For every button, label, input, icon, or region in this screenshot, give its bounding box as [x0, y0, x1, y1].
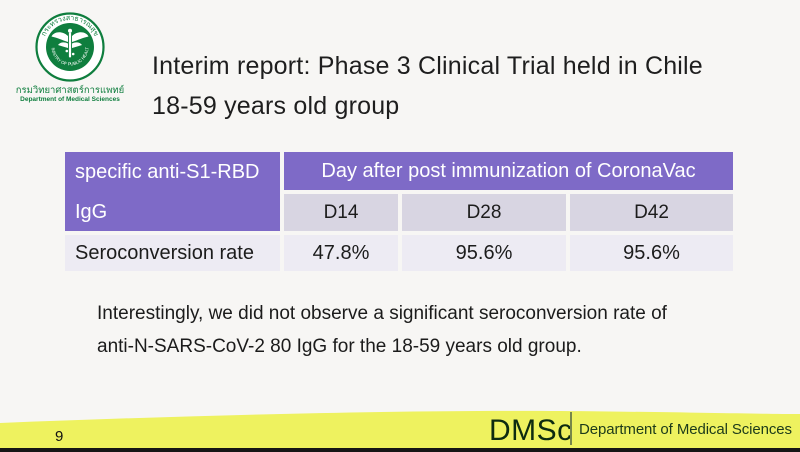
- logo-org-name-english: Department of Medical Sciences: [20, 96, 120, 103]
- footer-wave-band: [0, 410, 800, 452]
- table-value-d42: 95.6%: [570, 235, 733, 271]
- table-col-header-d28: D28: [402, 194, 566, 231]
- table-value-d14: 47.8%: [284, 235, 398, 271]
- table-row-label: Seroconversion rate: [65, 235, 280, 271]
- page-number: 9: [55, 428, 64, 445]
- dmsc-logo-text: DMSc: [489, 414, 573, 447]
- ministry-logo: กระทรวงสาธารณสุข MINISTRY OF PUBLIC HEAL…: [8, 10, 132, 104]
- note-line2: anti-N-SARS-CoV-2 80 IgG for the 18-59 y…: [97, 336, 582, 357]
- caduceus-icon: [51, 28, 89, 58]
- table-col-header-d14: D14: [284, 194, 398, 231]
- footer-divider: [570, 412, 572, 445]
- seroconversion-table: specific anti-S1-RBD IgG Day after post …: [65, 152, 733, 271]
- note-line1: Interestingly, we did not observe a sign…: [97, 303, 667, 324]
- note-paragraph: Interestingly, we did not observe a sign…: [97, 297, 667, 363]
- table-row-header-cell: specific anti-S1-RBD IgG: [65, 152, 280, 231]
- ministry-of-public-health-seal-icon: กระทรวงสาธารณสุข MINISTRY OF PUBLIC HEAL…: [33, 10, 105, 82]
- table-value-d28: 95.6%: [402, 235, 566, 271]
- slide-title-line2: 18-59 years old group: [152, 92, 400, 120]
- footer-department-name: Department of Medical Sciences: [579, 421, 792, 438]
- logo-org-name-thai: กรมวิทยาศาสตร์การแพทย์: [15, 85, 125, 96]
- bottom-black-strip: [0, 448, 800, 452]
- slide-title: Interim report: Phase 3 Clinical Trial h…: [152, 46, 703, 126]
- table-col-header-d42: D42: [570, 194, 733, 231]
- table-group-header-cell: Day after post immunization of CoronaVac: [284, 152, 733, 190]
- slide-title-line1: Interim report: Phase 3 Clinical Trial h…: [152, 52, 703, 80]
